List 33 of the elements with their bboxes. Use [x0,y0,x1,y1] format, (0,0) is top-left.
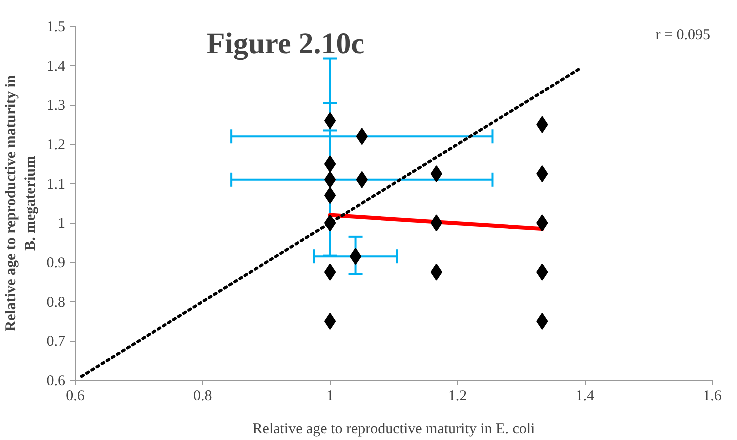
y-axis-title: Relative age to reproductive maturity in B. megaterium [4,74,39,332]
point [536,166,548,182]
point [324,214,336,232]
y-tick-label: 0.9 [46,256,66,272]
point [324,156,336,173]
y-tick-label: 0.7 [46,334,66,350]
y-tick-label: 1 [58,216,66,232]
x-tick-label: 1 [326,388,334,404]
point [324,187,336,204]
x-tick-label: 1.6 [703,388,722,404]
point [430,166,443,182]
point [536,313,548,330]
y-tick-label: 1.1 [46,176,66,193]
x-tick-label: 1.4 [576,388,595,404]
point [430,214,443,232]
x-axis-title: Relative age to reproductive maturity in E. coli [252,422,536,438]
annotation: r = 0.095 [656,28,711,44]
y-tick-label: 1.5 [46,20,66,36]
y-tick-label: 1.3 [46,98,66,114]
point [324,112,336,130]
point [324,171,336,188]
point [324,264,336,281]
x-tick-label: 1.2 [448,388,468,404]
y-tick-label: 0.6 [46,374,66,390]
y-tick-label: 0.8 [46,294,66,311]
point [350,248,362,266]
y-tick-label: 1.2 [46,138,66,154]
x-tick-label: 0.6 [66,388,86,404]
y-tick-label: 1.4 [46,58,66,75]
x-tick-label: 0.8 [194,388,212,404]
point [430,264,443,281]
point [324,313,336,330]
chart-title: Figure 2.10c [206,28,365,61]
